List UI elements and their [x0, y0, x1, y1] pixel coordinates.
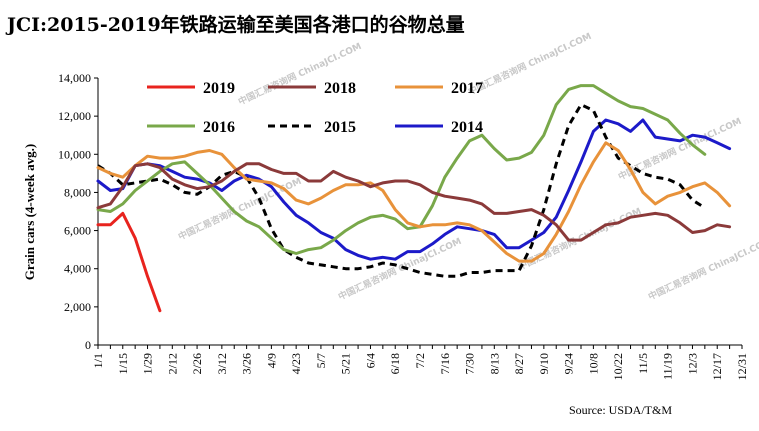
- y-tick-label: 6,000: [64, 224, 91, 238]
- series-line-2018: [96, 162, 732, 242]
- legend-label-2019: 2019: [203, 80, 235, 97]
- x-tick-label: 8/27: [512, 353, 526, 374]
- series-line-2014: [96, 118, 732, 261]
- plot-area: [97, 78, 742, 346]
- y-tick-label: 14,000: [58, 71, 91, 85]
- legend-label-2016: 2016: [203, 119, 235, 136]
- x-tick-label: 2/12: [165, 353, 179, 374]
- x-tick-label: 3/12: [215, 353, 229, 374]
- x-tick-label: 1/15: [116, 353, 130, 374]
- x-tick-label: 9/24: [562, 353, 576, 374]
- y-tick-label: 0: [85, 338, 91, 352]
- x-tick-label: 4/23: [289, 353, 303, 374]
- series-lines: [96, 84, 732, 313]
- x-tick-label: 7/2: [413, 353, 427, 368]
- x-tick-label: 7/16: [438, 353, 452, 374]
- watermark-text: 中国汇易咨询网 ChinaJCI.COM: [236, 40, 363, 108]
- y-axis-label: Grain cars (4-week avg.): [22, 144, 37, 280]
- axis-ticks: 0 2,000 4,000 6,000 8,000 10,000 12,000 14,000 1…: [58, 71, 749, 380]
- source-note: Source: USDA/T&M: [569, 403, 672, 417]
- series-line-2015: [97, 103, 706, 278]
- legend: 2019 2018 2017 2016 2015 2014: [147, 80, 483, 136]
- legend-label-2015: 2015: [324, 119, 356, 136]
- y-tick-label: 2,000: [64, 300, 91, 314]
- x-tick-label: 6/4: [363, 353, 377, 368]
- x-tick-label: 1/1: [91, 353, 105, 368]
- x-tick-label: 7/30: [463, 353, 477, 374]
- x-tick-label: 3/26: [240, 353, 254, 374]
- legend-label-2014: 2014: [451, 119, 483, 136]
- x-tick-label: 9/10: [537, 353, 551, 374]
- watermark-text: 中国汇易咨询网 ChinaJCI.COM: [176, 175, 303, 243]
- x-tick-label: 8/13: [487, 353, 501, 374]
- x-tick-label: 12/31: [735, 353, 749, 380]
- x-tick-label: 1/29: [141, 353, 155, 374]
- x-tick-label: 11/5: [636, 353, 650, 374]
- x-tick-label: 4/9: [264, 353, 278, 368]
- legend-label-2017: 2017: [451, 80, 483, 97]
- x-tick-label: 12/3: [685, 353, 699, 374]
- x-tick-label: 5/21: [339, 353, 353, 374]
- x-tick-label: 12/17: [710, 353, 724, 380]
- series-line-2019: [96, 211, 162, 313]
- legend-label-2018: 2018: [324, 80, 356, 97]
- series-line-2017: [96, 141, 732, 263]
- x-tick-label: 10/22: [611, 353, 625, 380]
- x-tick-label: 6/18: [388, 353, 402, 374]
- y-tick-label: 10,000: [58, 147, 91, 161]
- watermark-text: 中国汇易咨询网 ChinaJCI.COM: [646, 235, 759, 303]
- y-tick-label: 4,000: [64, 262, 91, 276]
- y-tick-label: 8,000: [64, 185, 91, 199]
- x-tick-label: 10/8: [586, 353, 600, 374]
- y-tick-label: 12,000: [58, 109, 91, 123]
- x-tick-label: 11/19: [661, 353, 675, 380]
- x-tick-label: 5/7: [314, 353, 328, 368]
- chart-title: JCI:2015-2019年铁路运输至美国各港口的谷物总量: [7, 14, 465, 36]
- x-tick-label: 2/26: [190, 353, 204, 374]
- series-line-2016: [96, 84, 707, 255]
